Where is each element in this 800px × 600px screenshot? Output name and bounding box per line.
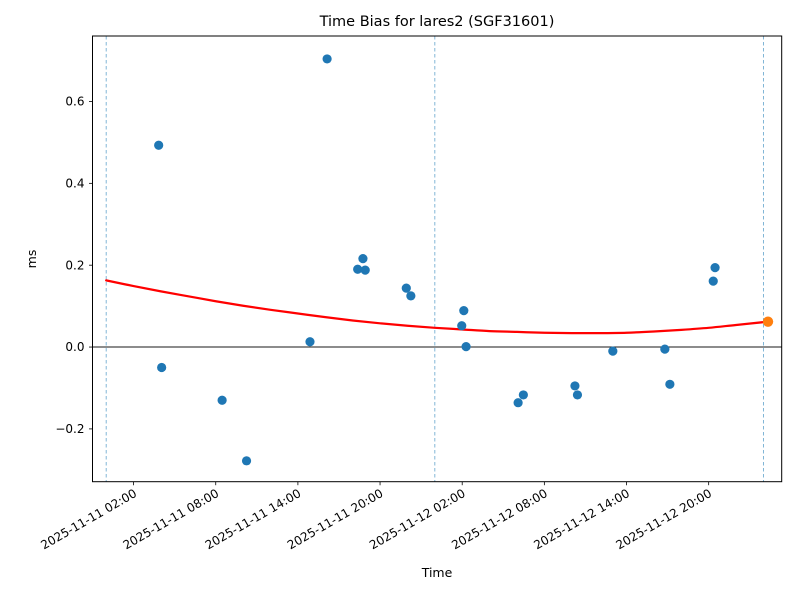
- observed-time-bias-point: [241, 456, 252, 466]
- plot-border: [92, 35, 783, 483]
- observed-time-bias-point: [157, 362, 167, 373]
- observed-time-bias-point: [461, 342, 471, 352]
- trend-line-group: [105, 279, 770, 335]
- predicted-time-bias-point: [762, 316, 774, 327]
- observed-time-bias-point: [360, 265, 370, 275]
- observed-time-bias-point: [401, 283, 411, 293]
- observed-time-bias-point: [457, 321, 467, 331]
- observed-time-bias-point: [608, 346, 618, 356]
- observed-time-bias-point: [660, 344, 670, 354]
- observed-time-bias-point: [710, 263, 720, 273]
- y-tick-label: 0.4: [65, 177, 84, 191]
- observed-time-bias-point: [459, 306, 469, 316]
- observed-time-bias-point: [665, 379, 675, 389]
- observed-time-bias-point: [358, 254, 368, 264]
- observed-time-bias-point: [513, 398, 523, 408]
- observed-time-bias-point: [572, 390, 583, 400]
- scatter-points-group: [154, 54, 774, 466]
- observed-time-bias-point: [518, 390, 528, 400]
- y-tick-label: 0.0: [65, 340, 84, 354]
- observed-time-bias-point: [708, 276, 718, 286]
- y-axis-label: ms: [24, 250, 39, 269]
- observed-time-bias-point: [217, 395, 227, 405]
- trend-line: [105, 279, 770, 335]
- y-tick-label: −0.2: [55, 422, 84, 436]
- y-tick-label: 0.6: [65, 95, 84, 109]
- axes-group: [89, 35, 783, 486]
- observed-time-bias-point: [353, 264, 363, 274]
- observed-time-bias-point: [570, 381, 580, 391]
- y-tick-label: 0.2: [65, 258, 84, 272]
- observed-time-bias-point: [322, 54, 332, 64]
- chart-title: Time Bias for lares2 (SGF31601): [319, 14, 555, 30]
- observed-time-bias-point: [154, 140, 164, 150]
- x-axis-label: Time: [421, 565, 453, 580]
- observed-time-bias-point: [305, 337, 315, 347]
- day-boundary-lines-group: [105, 36, 764, 482]
- observed-time-bias-point: [406, 291, 416, 301]
